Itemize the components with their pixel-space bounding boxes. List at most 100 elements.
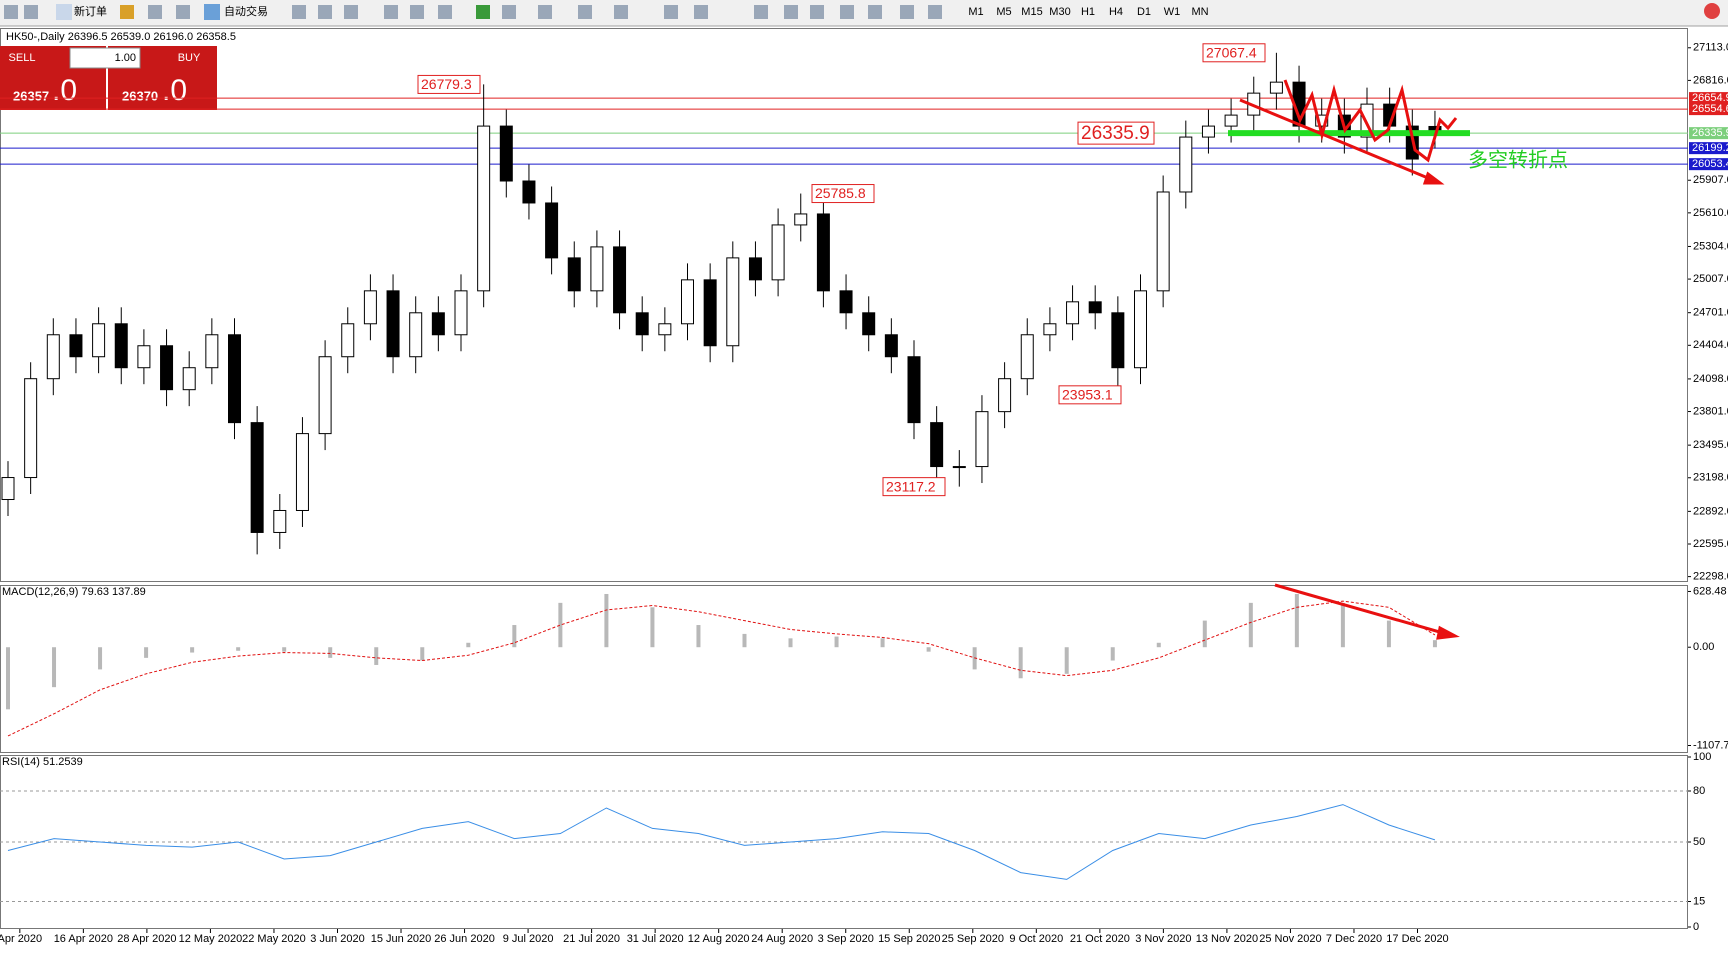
candle-body <box>839 290 853 314</box>
candle-body <box>771 224 785 281</box>
candle-body <box>635 312 649 336</box>
candle-body <box>1269 81 1283 94</box>
timeframe-button[interactable]: M30 <box>1049 6 1070 18</box>
macd-bar <box>742 633 747 648</box>
level-label: 26199.2 <box>1692 142 1728 154</box>
candle-body <box>1179 136 1193 193</box>
candle-body <box>1134 290 1147 369</box>
candle-body <box>1 477 15 501</box>
candle-body <box>998 378 1012 413</box>
macd-bar <box>604 593 609 648</box>
price-annotation: 26335.9 <box>1081 123 1150 144</box>
price-annotation: 26779.3 <box>421 76 472 92</box>
timeframe-button[interactable]: H1 <box>1081 6 1095 18</box>
candle-body <box>658 323 672 336</box>
level-label-box <box>1689 103 1728 116</box>
macd-bar <box>1018 647 1023 679</box>
macd-bar <box>1156 642 1161 648</box>
macd-bar <box>1064 647 1069 674</box>
candle-body <box>341 323 355 358</box>
candle-body <box>363 290 377 325</box>
buy-price: 26370 <box>122 88 158 103</box>
candle-body <box>1315 114 1329 127</box>
candle-body <box>1224 114 1238 127</box>
macd-tick-label: -1107.73 <box>1693 739 1728 751</box>
macd-bar <box>696 625 701 648</box>
date-label: 16 Apr 2020 <box>54 933 113 945</box>
trend-drawings <box>1239 79 1460 640</box>
date-label: 12 Aug 2020 <box>688 933 750 945</box>
candle-body <box>1156 191 1170 292</box>
candle-body <box>205 334 219 369</box>
macd-bar <box>1110 647 1115 661</box>
date-label: 17 Dec 2020 <box>1386 933 1448 945</box>
macd-panel <box>0 585 1688 753</box>
candle-body <box>1043 323 1057 336</box>
level-label-box <box>1689 142 1728 155</box>
macd-bar <box>1248 602 1253 648</box>
candle-body <box>499 125 513 182</box>
candle-body <box>250 422 264 533</box>
macd-bar <box>374 647 379 665</box>
sell-button[interactable]: SELL <box>9 52 36 64</box>
macd-bar <box>144 647 149 658</box>
lot-value[interactable]: 1.00 <box>115 52 136 64</box>
new-order-icon[interactable] <box>56 4 72 20</box>
level-label-box <box>1689 92 1728 105</box>
chart-symbol: HK50-,Daily 26396.5 26539.0 26196.0 2635… <box>6 31 236 43</box>
lot-input[interactable] <box>69 47 141 69</box>
candle-body <box>545 202 559 259</box>
date-label: 24 Aug 2020 <box>751 933 813 945</box>
macd-bar <box>1202 620 1207 648</box>
date-label: 21 Jul 2020 <box>563 933 620 945</box>
candle-body <box>862 312 876 336</box>
timeframe-button[interactable]: MN <box>1191 6 1208 18</box>
candle-body <box>1088 301 1102 314</box>
candle-body <box>1201 125 1215 138</box>
candle-body <box>114 323 128 369</box>
timeframe-button[interactable]: D1 <box>1137 6 1151 18</box>
auto-trading-icon[interactable] <box>204 4 220 20</box>
timeframe-button[interactable]: M5 <box>996 6 1011 18</box>
candle-body <box>1066 301 1080 325</box>
new-order-button[interactable]: 新订单 <box>74 4 107 18</box>
price-tick-label: 23198.0 <box>1693 472 1728 484</box>
timeframe-button[interactable]: H4 <box>1109 6 1123 18</box>
date-label: 15 Sep 2020 <box>878 933 940 945</box>
candle-body <box>273 509 287 533</box>
date-label: 7 Dec 2020 <box>1326 933 1382 945</box>
candle-body <box>794 213 808 226</box>
price-annotation-box <box>1058 385 1122 405</box>
candle-body <box>454 290 468 336</box>
macd-bar <box>788 638 793 648</box>
buy-button[interactable]: BUY <box>178 52 201 64</box>
date-label: 31 Jul 2020 <box>627 933 684 945</box>
date-label: 3 Jun 2020 <box>310 933 364 945</box>
level-label-box <box>1689 127 1728 140</box>
date-label: 26 Jun 2020 <box>434 933 495 945</box>
candle-body <box>477 125 491 292</box>
candle-body <box>1020 334 1034 380</box>
macd-bar <box>558 602 563 648</box>
price-annotation-box <box>882 477 946 497</box>
date-label: Apr 2020 <box>0 933 42 945</box>
timeframe-button[interactable]: M1 <box>968 6 983 18</box>
price-tick-label: 25007.0 <box>1693 273 1728 285</box>
candle-body <box>431 312 445 336</box>
timeframe-button[interactable]: W1 <box>1164 6 1181 18</box>
date-label: 12 May 2020 <box>179 933 243 945</box>
candle-body <box>816 213 830 292</box>
level-label-box <box>1689 158 1728 171</box>
price-annotation: 23117.2 <box>886 478 936 494</box>
price-annotation-box <box>1077 121 1155 145</box>
timeframe-button[interactable]: M15 <box>1021 6 1042 18</box>
auto-trading-button[interactable]: 自动交易 <box>224 4 268 18</box>
date-label: 25 Sep 2020 <box>942 933 1004 945</box>
candle-body <box>137 345 151 369</box>
candle-body <box>182 367 196 391</box>
macd-bar <box>1432 640 1437 648</box>
price-annotation-box <box>811 184 875 204</box>
buy-price-tail: .0 <box>162 74 187 107</box>
macd-bar <box>282 647 287 652</box>
